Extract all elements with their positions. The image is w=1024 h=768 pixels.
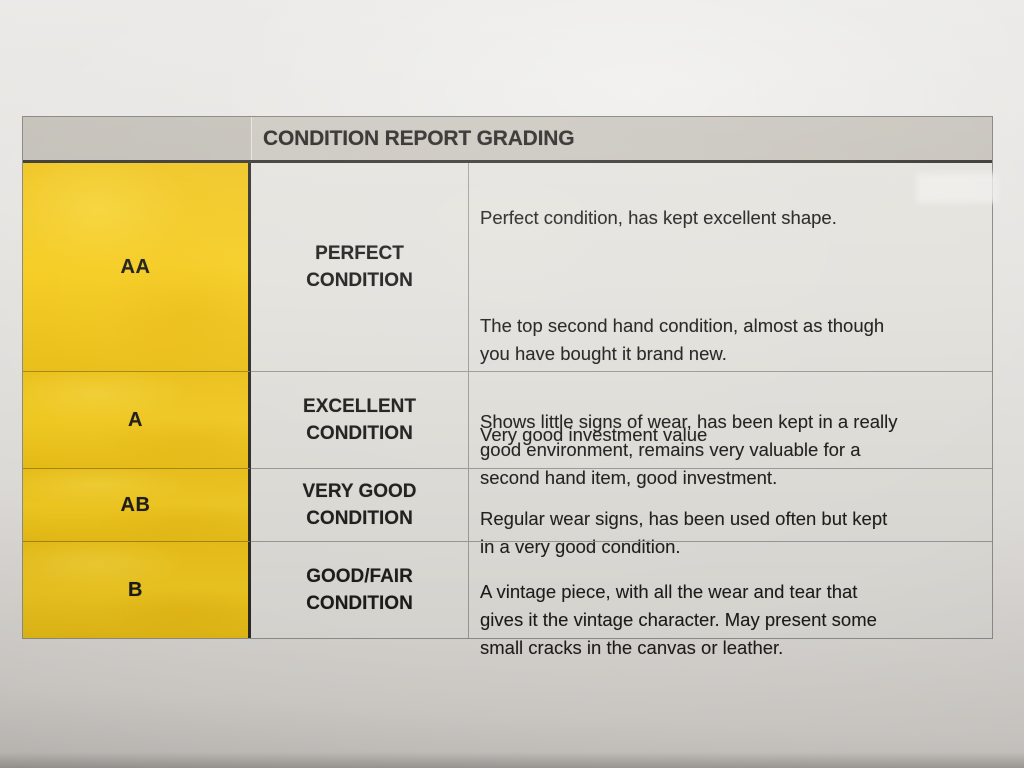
condition-label: VERY GOOD CONDITION [302,481,417,529]
description-cell-aa: Perfect condition, has kept excellent sh… [469,163,992,445]
description-paragraph: Very good investment value [480,424,708,445]
grade-cell-b: B [23,541,251,638]
grade-cell-ab: AB [23,468,251,541]
condition-cell-ab: VERY GOOD CONDITION [251,468,469,541]
condition-label: PERFECT CONDITION [306,243,413,291]
description-paragraph: Shows little signs of wear, has been kep… [480,411,898,488]
grade-cell-aa: AA [23,163,251,371]
condition-cell-a: EXCELLENT CONDITION [251,371,469,468]
condition-label: GOOD/FAIR CONDITION [306,566,413,614]
grade-label: B [128,578,143,601]
condition-grading-table: CONDITION REPORT GRADING AA PERFECT COND… [22,116,998,658]
condition-cell-b: GOOD/FAIR CONDITION [251,541,469,638]
condition-cell-aa: PERFECT CONDITION [251,163,469,371]
condition-label: EXCELLENT CONDITION [303,396,416,444]
description-cell-ab: Regular wear signs, has been used often … [469,468,992,557]
description-paragraph: A vintage piece, with all the wear and t… [480,581,877,658]
description-paragraph: Perfect condition, has kept excellent sh… [480,207,837,228]
grade-label: AA [120,255,151,278]
table-header: CONDITION REPORT GRADING [23,117,992,163]
description-cell-b: A vintage piece, with all the wear and t… [469,541,992,658]
description-paragraph: The top second hand condition, almost as… [480,315,885,364]
photo-bottom-shadow [0,752,1024,768]
table-title: CONDITION REPORT GRADING [263,126,575,150]
grade-label: A [128,408,143,431]
header-column-divider [251,117,252,160]
description-cell-a: Shows little signs of wear, has been kep… [469,371,992,488]
grade-cell-a: A [23,371,251,468]
grade-label: AB [120,493,151,516]
